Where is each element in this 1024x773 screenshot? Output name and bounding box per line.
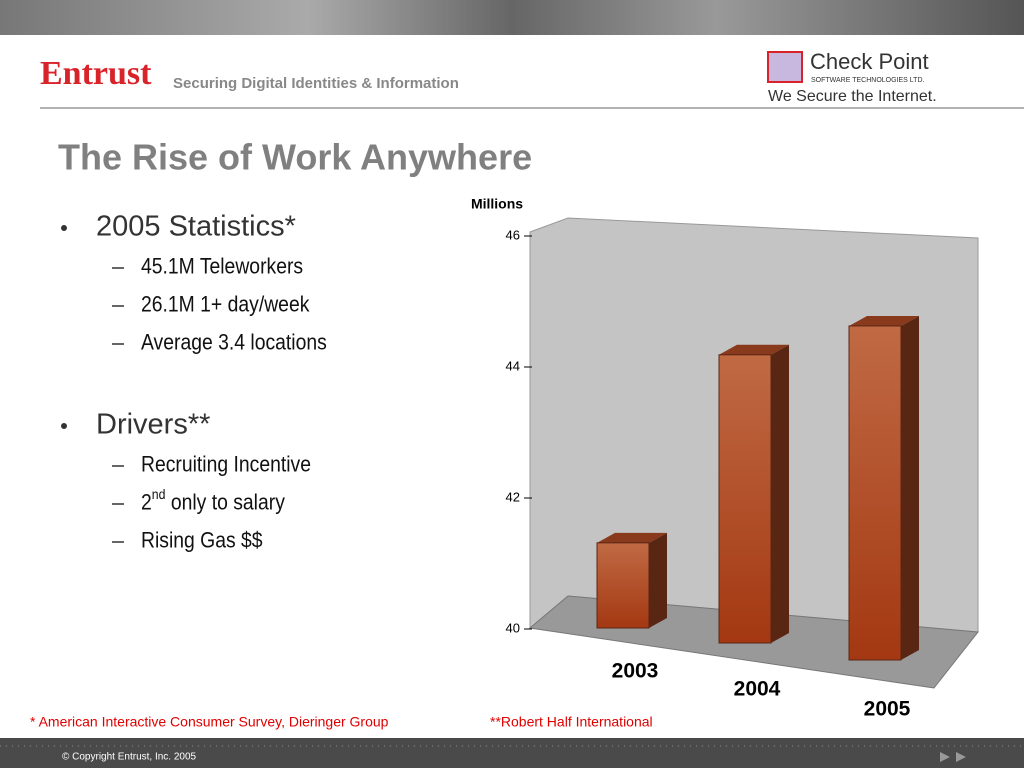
bullet-dot bbox=[61, 225, 67, 231]
text-part: 2 bbox=[141, 491, 152, 515]
sub-bullet: Rising Gas $$ bbox=[141, 529, 263, 553]
bullet: 2005 Statistics* bbox=[96, 211, 296, 243]
footer: © Copyright Entrust, Inc. 2005 bbox=[62, 752, 197, 763]
x-tick-label: 2004 bbox=[734, 678, 781, 701]
slide-title: The Rise of Work Anywhere bbox=[58, 137, 532, 178]
text-part: 45.1M Teleworkers bbox=[141, 255, 303, 279]
bar-top bbox=[719, 344, 789, 355]
bar bbox=[718, 354, 772, 644]
partner-slogan: We Secure the Internet. bbox=[768, 88, 937, 105]
sub-bullet: 45.1M Teleworkers bbox=[141, 255, 303, 279]
bullet-dot bbox=[61, 423, 67, 429]
sub-bullet: 2nd only to salary bbox=[141, 487, 285, 515]
footer-bar bbox=[0, 738, 1024, 768]
footnote: **Robert Half International bbox=[490, 714, 653, 730]
text-part: 26.1M 1+ day/week bbox=[141, 293, 310, 317]
text-part: Average 3.4 locations bbox=[141, 331, 327, 355]
text-part: nd bbox=[152, 487, 166, 503]
sub-bullet: 26.1M 1+ day/week bbox=[141, 293, 310, 317]
text-part: Recruiting Incentive bbox=[141, 453, 311, 477]
next-arrow[interactable] bbox=[956, 752, 966, 762]
partner-sub: SOFTWARE TECHNOLOGIES LTD. bbox=[811, 77, 924, 84]
bar bbox=[848, 325, 902, 661]
x-tick-label: 2005 bbox=[864, 698, 911, 721]
sub-bullet: Recruiting Incentive bbox=[141, 453, 311, 477]
text-part: Rising Gas $$ bbox=[141, 529, 263, 553]
bar-side bbox=[901, 315, 919, 660]
y-axis-label: Millions bbox=[471, 196, 523, 212]
chart: 40 42 44 46 2003 2004 2005 bbox=[506, 227, 919, 721]
bar-top bbox=[849, 315, 919, 326]
brand: Entrust bbox=[40, 55, 152, 92]
bar-top bbox=[597, 532, 667, 543]
x-tick-label: 2003 bbox=[612, 660, 659, 683]
text-part: only to salary bbox=[165, 491, 285, 515]
sub-bullet: Average 3.4 locations bbox=[141, 331, 327, 355]
y-tick-label: 46 bbox=[506, 227, 520, 242]
bullet: Drivers** bbox=[96, 409, 210, 441]
y-tick-label: 44 bbox=[506, 358, 520, 373]
y-tick-label: 42 bbox=[506, 489, 520, 504]
bar-side bbox=[771, 344, 789, 643]
footnote: * American Interactive Consumer Survey, … bbox=[30, 714, 389, 730]
partner: Check Point bbox=[810, 49, 929, 74]
photo-strip bbox=[0, 0, 1024, 35]
partner-icon bbox=[767, 51, 803, 83]
y-tick-label: 40 bbox=[506, 620, 520, 635]
prev-arrow[interactable] bbox=[940, 752, 950, 762]
bullets: 2005 Statistics* 45.1M Teleworkers 26.1M 1… bbox=[61, 211, 327, 553]
bar bbox=[596, 542, 650, 629]
bar-side bbox=[649, 532, 667, 628]
tagline: Securing Digital Identities & Informatio… bbox=[173, 75, 459, 92]
